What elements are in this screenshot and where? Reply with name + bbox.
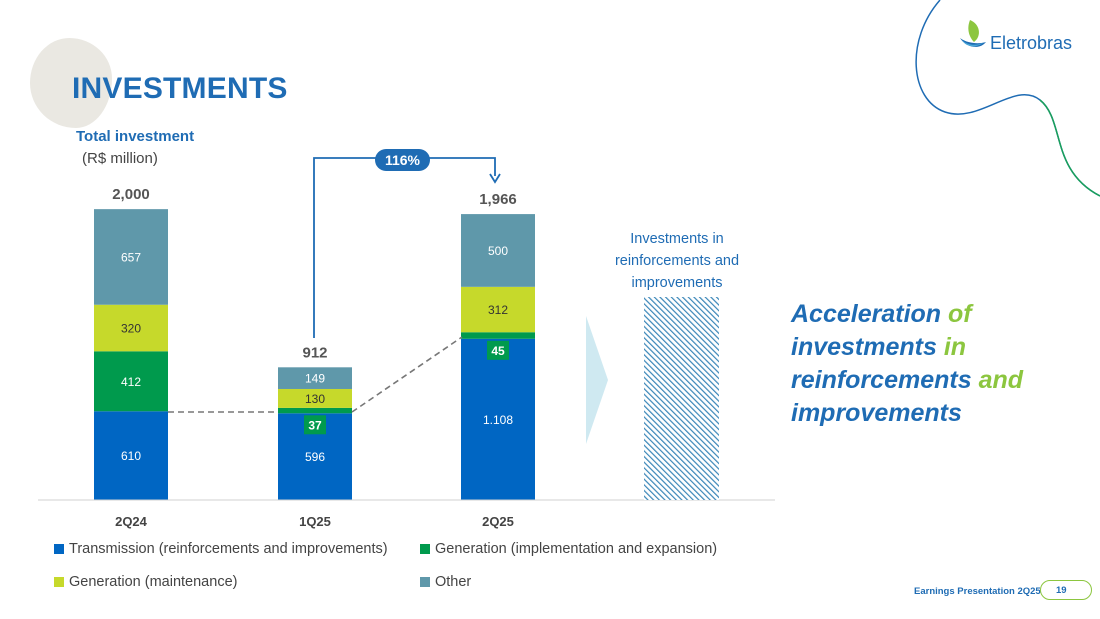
page-number-pill [1040, 580, 1092, 600]
data-label-box [304, 415, 326, 435]
legend-label: Generation (maintenance) [69, 574, 238, 590]
bar-segment-generation_maintenance-1q25 [278, 388, 352, 408]
legend-label: Other [435, 574, 472, 590]
data-label-other-2q24: 657 [121, 250, 141, 264]
growth-arrow-icon [489, 173, 501, 184]
highlight-word-7: improvements [791, 399, 962, 427]
growth-badge-text: 116% [385, 152, 421, 168]
growth-badge [375, 149, 430, 171]
x-tick-label-2q25: 2Q25 [482, 514, 514, 529]
legend-swatch [54, 577, 64, 587]
legend-item-generation-expansion: Generation (implementation and expansion… [420, 541, 717, 557]
bar-segment-transmission-2q24 [94, 411, 168, 500]
legend-label: Transmission (reinforcements and improve… [69, 541, 388, 557]
data-label-box [487, 340, 509, 360]
footer-text: Earnings Presentation 2Q25 [914, 586, 1041, 597]
legend-swatch [54, 544, 64, 554]
data-label-other-1q25: 149 [305, 372, 325, 386]
data-label-generation_expansion-2q24: 412 [121, 375, 141, 389]
hatched-bar [644, 297, 719, 500]
total-label-2q25: 1,966 [479, 191, 517, 208]
data-label-generation_maintenance-2q25: 312 [488, 303, 508, 317]
data-label-generation_maintenance-1q25: 130 [305, 392, 325, 406]
legend-item-transmission: Transmission (reinforcements and improve… [54, 541, 388, 557]
dashed-connector-2 [351, 336, 463, 413]
bar-segment-other-2q24 [94, 209, 168, 305]
page-title: INVESTMENTS [72, 72, 288, 105]
decorative-blob [30, 38, 112, 128]
legend-swatch [420, 544, 430, 554]
legend-label: Generation (implementation and expansion… [435, 541, 718, 557]
legend-item-generation-maintenance: Generation (maintenance) [54, 574, 237, 590]
highlight-word-3: investments [791, 333, 937, 361]
bar-segment-generation_expansion-1q25 [278, 407, 352, 414]
logo-text: Eletrobras [990, 33, 1073, 53]
chart-subtitle: Total investment [76, 128, 195, 145]
highlight-word-2: of [941, 300, 972, 328]
highlight-word-5: reinforcements [791, 366, 972, 394]
total-label-2q24: 2,000 [112, 186, 150, 203]
bar-segment-other-2q25 [461, 214, 535, 287]
bar-segment-transmission-2q25 [461, 338, 535, 500]
chart-unit: (R$ million) [82, 150, 158, 167]
bar-segment-other-1q25 [278, 367, 352, 389]
data-label-generation_maintenance-2q24: 320 [121, 322, 141, 336]
data-label-other-2q25: 500 [488, 244, 508, 258]
x-tick-label-2q24: 2Q24 [115, 514, 148, 529]
legend-item-other: Other [420, 574, 471, 590]
chevron-right-icon [586, 316, 608, 444]
side-label: Investments in reinforcements and improv… [614, 231, 740, 291]
data-label-generation_expansion-1q25: 37 [308, 418, 322, 432]
decorative-curve [915, 0, 1100, 197]
data-label-transmission-2q24: 610 [121, 449, 141, 463]
bar-segment-generation_maintenance-2q25 [461, 286, 535, 333]
highlight-word-1: Acceleration [791, 300, 942, 328]
x-tick-label-1q25: 1Q25 [299, 514, 331, 529]
bar-segment-generation_expansion-2q25 [461, 332, 535, 339]
logo-icon [960, 20, 986, 47]
bar-segment-generation_expansion-2q24 [94, 351, 168, 412]
page-number: 19 [1056, 585, 1067, 596]
highlight-word-4: in [936, 333, 967, 361]
data-label-generation_expansion-2q25: 45 [491, 344, 505, 358]
total-label-1q25: 912 [302, 344, 327, 361]
data-label-transmission-1q25: 596 [305, 450, 325, 464]
bar-segment-generation_maintenance-2q24 [94, 304, 168, 352]
data-label-transmission-2q25: 1.108 [483, 413, 513, 427]
legend-swatch [420, 577, 430, 587]
highlight-text: Acceleration of investments in reinforce… [791, 298, 1071, 430]
highlight-word-6: and [971, 366, 1024, 394]
